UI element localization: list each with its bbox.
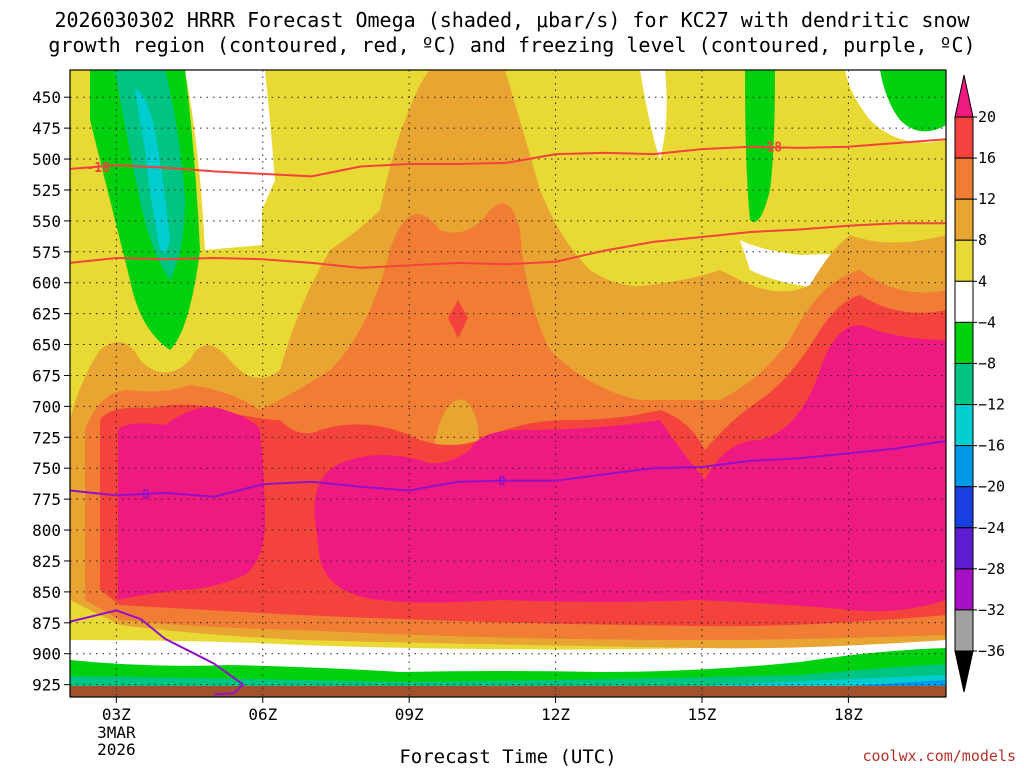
- colorbar-label-7: −12: [978, 396, 1005, 414]
- colorbar-label-13: −36: [978, 642, 1005, 660]
- contour-line-2: [70, 440, 946, 498]
- field-red-blob: [448, 300, 468, 338]
- colorbar-label-4: 4: [978, 272, 987, 290]
- colorbar-label-6: −8: [978, 354, 996, 372]
- colorbar-bin-3: [954, 239, 974, 282]
- colorbar-bin-7: [954, 404, 974, 447]
- omega-shaded-field: [70, 70, 946, 697]
- colorbar-bin-12: [954, 609, 974, 652]
- y-tick-label-750: 750: [32, 459, 61, 478]
- x-date-label-0: 3MAR: [97, 723, 136, 742]
- colorbar-label-8: −16: [978, 437, 1005, 455]
- field-green-upper-right: [880, 70, 946, 132]
- y-tick-label-525: 525: [32, 181, 61, 200]
- y-tick-label-450: 450: [32, 88, 61, 107]
- y-tick-label-800: 800: [32, 521, 61, 540]
- y-tick-label-925: 925: [32, 676, 61, 695]
- colorbar: 20 16 12 8 4 −4 −8 −12 −16 −20 −24 −28 −32 −36: [954, 74, 1005, 693]
- field-cyan-plume: [135, 90, 170, 254]
- colorbar-bottom-arrow: [954, 650, 974, 693]
- colorbar-bin-4: [954, 280, 974, 323]
- y-tick-label-650: 650: [32, 336, 61, 355]
- colorbar-bin-0: [954, 116, 974, 159]
- y-tick-label-550: 550: [32, 212, 61, 231]
- x-date-label-1: 2026: [97, 740, 136, 759]
- contour-label-0b: -18: [759, 141, 783, 156]
- field-white-upper-left: [70, 70, 275, 250]
- x-tick-label-09Z: 09Z: [395, 705, 424, 724]
- y-tick-label-875: 875: [32, 614, 61, 633]
- y-tick-label-850: 850: [32, 583, 61, 602]
- colorbar-bin-8: [954, 445, 974, 488]
- colorbar-bin-9: [954, 486, 974, 529]
- x-tick-label-15Z: 15Z: [688, 705, 717, 724]
- contour-label-2b: 0: [498, 475, 506, 490]
- colorbar-bin-2: [954, 198, 974, 241]
- colorbar-bin-11: [954, 568, 974, 611]
- colorbar-label-0: 20: [978, 108, 996, 126]
- field-magenta-left: [118, 407, 265, 600]
- contour-line-1: [70, 222, 946, 269]
- contour-label-2: 0: [142, 488, 150, 503]
- colorbar-top-arrow: [954, 74, 974, 118]
- colorbar-bin-1: [954, 157, 974, 200]
- x-tick-label-18Z: 18Z: [834, 705, 863, 724]
- y-axis: 450 475 500 525 550 575 600 625 650 675 700 725 750 7…: [32, 88, 70, 695]
- terrain-band: [70, 686, 946, 697]
- y-tick-label-775: 775: [32, 490, 61, 509]
- title-line-1: 2026030302 HRRR Forecast Omega (shaded, …: [54, 8, 970, 32]
- x-axis-title: Forecast Time (UTC): [399, 746, 617, 768]
- colorbar-label-10: −24: [978, 519, 1005, 537]
- y-tick-label-625: 625: [32, 305, 61, 324]
- y-tick-label-675: 675: [32, 366, 61, 385]
- x-tick-label-03Z: 03Z: [102, 705, 131, 724]
- colorbar-bin-5: [954, 321, 974, 364]
- y-tick-label-600: 600: [32, 274, 61, 293]
- contour-line-3: [70, 609, 245, 696]
- colorbar-bin-10: [954, 527, 974, 570]
- colorbar-label-11: −28: [978, 560, 1005, 578]
- colorbar-label-9: −20: [978, 478, 1005, 496]
- title-line-2: growth region (contoured, red, ºC) and f…: [48, 33, 976, 57]
- contour-line-0: [70, 138, 946, 178]
- y-tick-label-825: 825: [32, 552, 61, 571]
- colorbar-label-1: 16: [978, 149, 996, 167]
- field-white-upper-mid: [600, 70, 667, 160]
- x-tick-label-06Z: 06Z: [248, 705, 277, 724]
- contour-label-0: -18: [86, 161, 110, 176]
- colorbar-bin-6: [954, 362, 974, 406]
- y-tick-label-900: 900: [32, 645, 61, 664]
- colorbar-label-3: 8: [978, 231, 987, 249]
- colorbar-label-5: −4: [978, 313, 996, 331]
- contour-lines: -18 -18 0 0: [70, 138, 946, 696]
- plot-frame: [69, 69, 947, 698]
- y-tick-label-575: 575: [32, 243, 61, 262]
- y-tick-label-500: 500: [32, 150, 61, 169]
- y-tick-label-725: 725: [32, 428, 61, 447]
- y-tick-label-700: 700: [32, 397, 61, 416]
- y-tick-label-475: 475: [32, 119, 61, 138]
- x-tick-label-12Z: 12Z: [541, 705, 570, 724]
- colorbar-label-12: −32: [978, 601, 1005, 619]
- site-credit[interactable]: coolwx.com/models: [862, 747, 1016, 765]
- colorbar-label-2: 12: [978, 190, 996, 208]
- chart-title: 2026030302 HRRR Forecast Omega (shaded, …: [0, 8, 1024, 58]
